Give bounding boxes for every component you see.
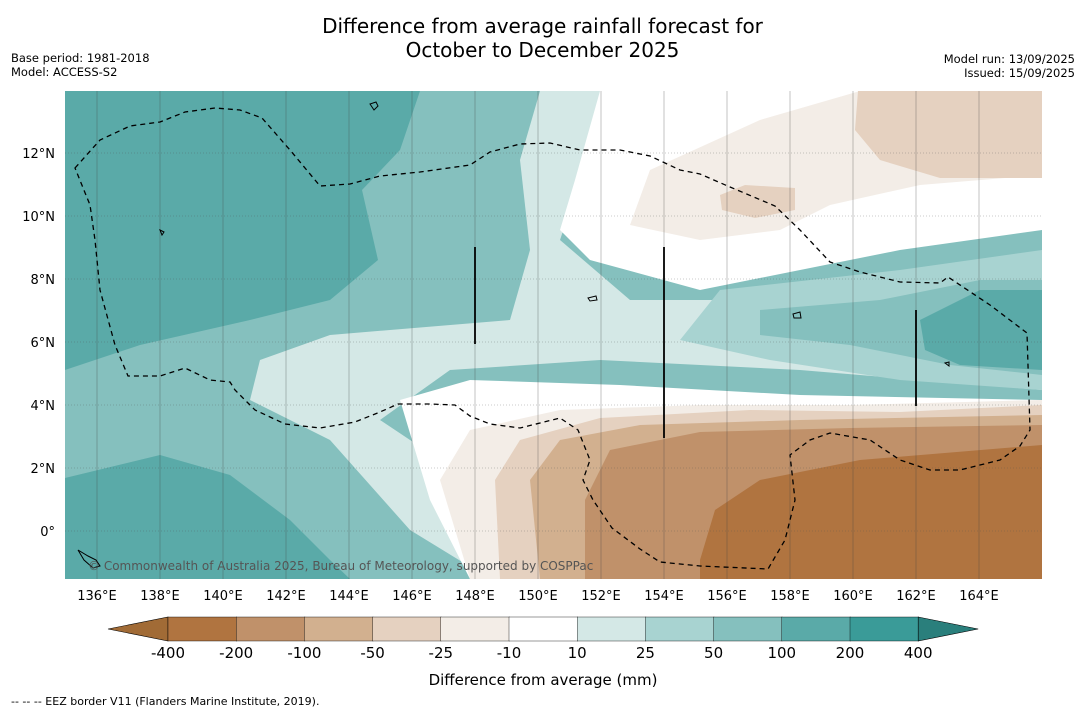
colorbar-segment bbox=[167, 616, 237, 642]
colorbar-extend-low bbox=[107, 616, 169, 642]
model-name: Model: ACCESS-S2 bbox=[11, 65, 118, 79]
colorbar-segment bbox=[645, 616, 715, 642]
colorbar-segment bbox=[849, 616, 919, 642]
base-period: Base period: 1981-2018 bbox=[11, 51, 150, 65]
colorbar-segment bbox=[440, 616, 510, 642]
colorbar-tick-label: -200 bbox=[219, 644, 253, 662]
lat-label: 0° bbox=[40, 525, 55, 540]
region-teal-sw bbox=[65, 455, 350, 579]
copyright-text: © Commonwealth of Australia 2025, Bureau… bbox=[88, 559, 593, 573]
meridian-lines bbox=[96, 91, 980, 579]
colorbar-tick-label: 400 bbox=[904, 644, 933, 662]
colorbar-tick-label: 25 bbox=[636, 644, 655, 662]
colorbar-ticks: -400 -200 -100 -50 -25 -10 10 25 50 100 200 400 bbox=[151, 644, 933, 662]
colorbar-segment bbox=[577, 616, 647, 642]
lon-label: 160°E bbox=[833, 589, 873, 604]
lon-label: 142°E bbox=[266, 589, 306, 604]
lon-label: 140°E bbox=[203, 589, 243, 604]
island-outlines bbox=[77, 101, 950, 569]
lat-label: 10°N bbox=[22, 210, 55, 225]
model-run: Model run: 13/09/2025 bbox=[943, 52, 1075, 66]
lon-label: 154°E bbox=[644, 589, 684, 604]
issued-date: Issued: 15/09/2025 bbox=[964, 66, 1075, 80]
title-line-1: Difference from average rainfall forecas… bbox=[322, 14, 763, 38]
lon-label: 148°E bbox=[455, 589, 495, 604]
lon-label: 146°E bbox=[392, 589, 432, 604]
colorbar-segment bbox=[372, 616, 442, 642]
lon-label: 144°E bbox=[329, 589, 369, 604]
map-title: Difference from average rainfall forecas… bbox=[0, 14, 1085, 62]
lon-label: 136°E bbox=[77, 589, 117, 604]
region-brown-5 bbox=[700, 445, 1042, 579]
rainfall-map-area bbox=[65, 91, 1042, 579]
lon-label: 152°E bbox=[581, 589, 621, 604]
lat-label: 4°N bbox=[31, 399, 56, 414]
title-line-2: October to December 2025 bbox=[405, 38, 680, 62]
colorbar-tick-label: -100 bbox=[287, 644, 321, 662]
colorbar-segment bbox=[713, 616, 783, 642]
footnote: -- -- -- EEZ border V11 (Flanders Marine… bbox=[11, 695, 320, 708]
region-light-teal bbox=[250, 91, 1042, 579]
lon-label: 156°E bbox=[707, 589, 747, 604]
parallel-lines bbox=[65, 152, 1042, 532]
region-brown-north bbox=[855, 91, 1042, 178]
colorbar-tick-label: 50 bbox=[704, 644, 723, 662]
colorbar-title: Difference from average (mm) bbox=[429, 671, 658, 689]
lat-label: 6°N bbox=[31, 336, 56, 351]
colorbar-tick-label: 100 bbox=[767, 644, 796, 662]
colorbar-extend-high bbox=[917, 616, 979, 642]
lon-label: 158°E bbox=[770, 589, 810, 604]
region-teal-nw bbox=[65, 91, 420, 370]
colorbar-segment bbox=[508, 616, 578, 642]
colorbar-segment bbox=[235, 616, 306, 642]
lon-label: 138°E bbox=[140, 589, 180, 604]
colorbar-tick-label: 10 bbox=[568, 644, 587, 662]
region-teal-east-dark bbox=[920, 290, 1042, 370]
meta-left: Base period: 1981-2018 Model: ACCESS-S2 bbox=[11, 51, 150, 79]
lat-label: 12°N bbox=[22, 147, 55, 162]
longitude-labels: 136°E 138°E 140°E 142°E 144°E 146°E 148°… bbox=[77, 589, 999, 604]
latitude-labels: 12°N 10°N 8°N 6°N 4°N 2°N 0° bbox=[22, 147, 55, 540]
lon-label: 162°E bbox=[896, 589, 936, 604]
region-brown-patch bbox=[720, 185, 795, 218]
lat-label: 2°N bbox=[31, 462, 56, 477]
colorbar-tick-label: -10 bbox=[497, 644, 522, 662]
colorbar-tick-label: -50 bbox=[360, 644, 385, 662]
colorbar-segment bbox=[781, 616, 851, 642]
colorbar-tick-label: -25 bbox=[429, 644, 454, 662]
colorbar bbox=[107, 616, 979, 642]
lon-label: 164°E bbox=[959, 589, 999, 604]
colorbar-segment bbox=[304, 616, 374, 642]
colorbar-tick-label: -400 bbox=[151, 644, 185, 662]
lat-label: 8°N bbox=[31, 273, 56, 288]
cable-markers bbox=[474, 247, 917, 438]
lon-label: 150°E bbox=[518, 589, 558, 604]
meta-right: Model run: 13/09/2025 Issued: 15/09/2025 bbox=[944, 52, 1075, 80]
colorbar-tick-label: 200 bbox=[836, 644, 865, 662]
